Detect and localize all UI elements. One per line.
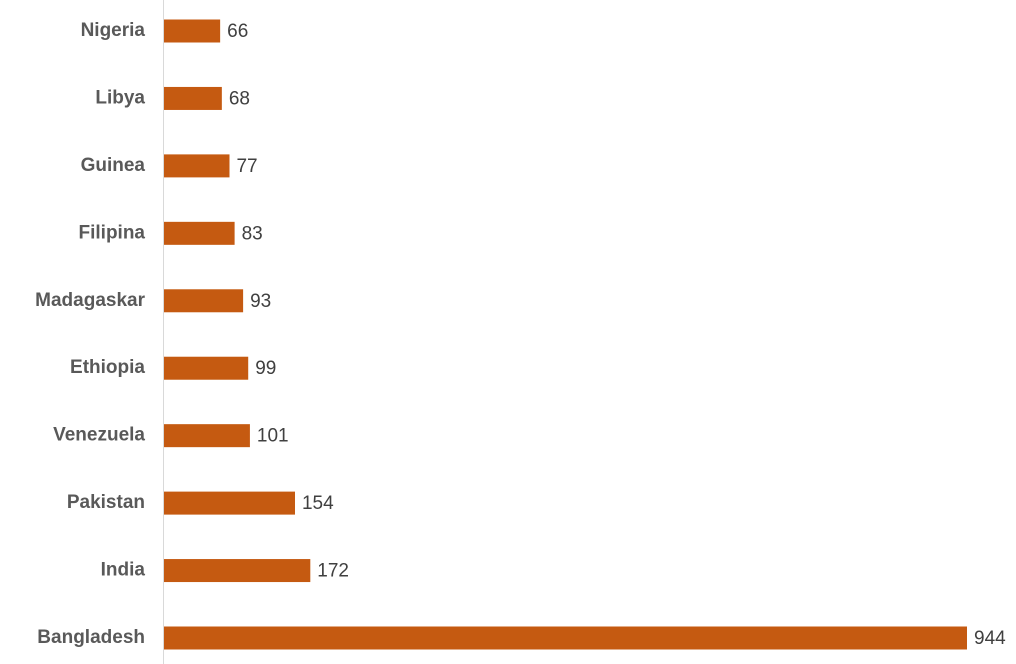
bar [164, 424, 250, 448]
value-label: 77 [236, 156, 257, 177]
category-label: Bangladesh [37, 627, 145, 648]
value-label: 172 [317, 561, 349, 582]
bar [164, 154, 230, 178]
bar [164, 356, 249, 380]
category-label: Nigeria [81, 20, 146, 41]
category-label: Guinea [81, 155, 146, 176]
value-label: 101 [257, 426, 289, 447]
category-label: Venezuela [53, 425, 145, 446]
category-label: Filipina [79, 222, 146, 243]
bar [164, 559, 311, 583]
value-label: 66 [227, 21, 248, 42]
value-label: 944 [974, 628, 1006, 649]
category-label: Ethiopia [70, 357, 145, 378]
value-label: 83 [242, 223, 263, 244]
bar [164, 19, 221, 43]
category-label: India [101, 560, 146, 581]
value-label: 68 [229, 88, 250, 109]
bar [164, 491, 295, 515]
category-label: Libya [95, 87, 145, 108]
category-label: Pakistan [67, 492, 145, 513]
bar [164, 221, 235, 245]
value-label: 99 [255, 358, 276, 379]
category-label: Madagaskar [35, 290, 145, 311]
bar [164, 626, 967, 650]
value-label: 93 [250, 291, 271, 312]
bar [164, 289, 244, 313]
value-label: 154 [302, 493, 334, 514]
bar [164, 86, 222, 110]
